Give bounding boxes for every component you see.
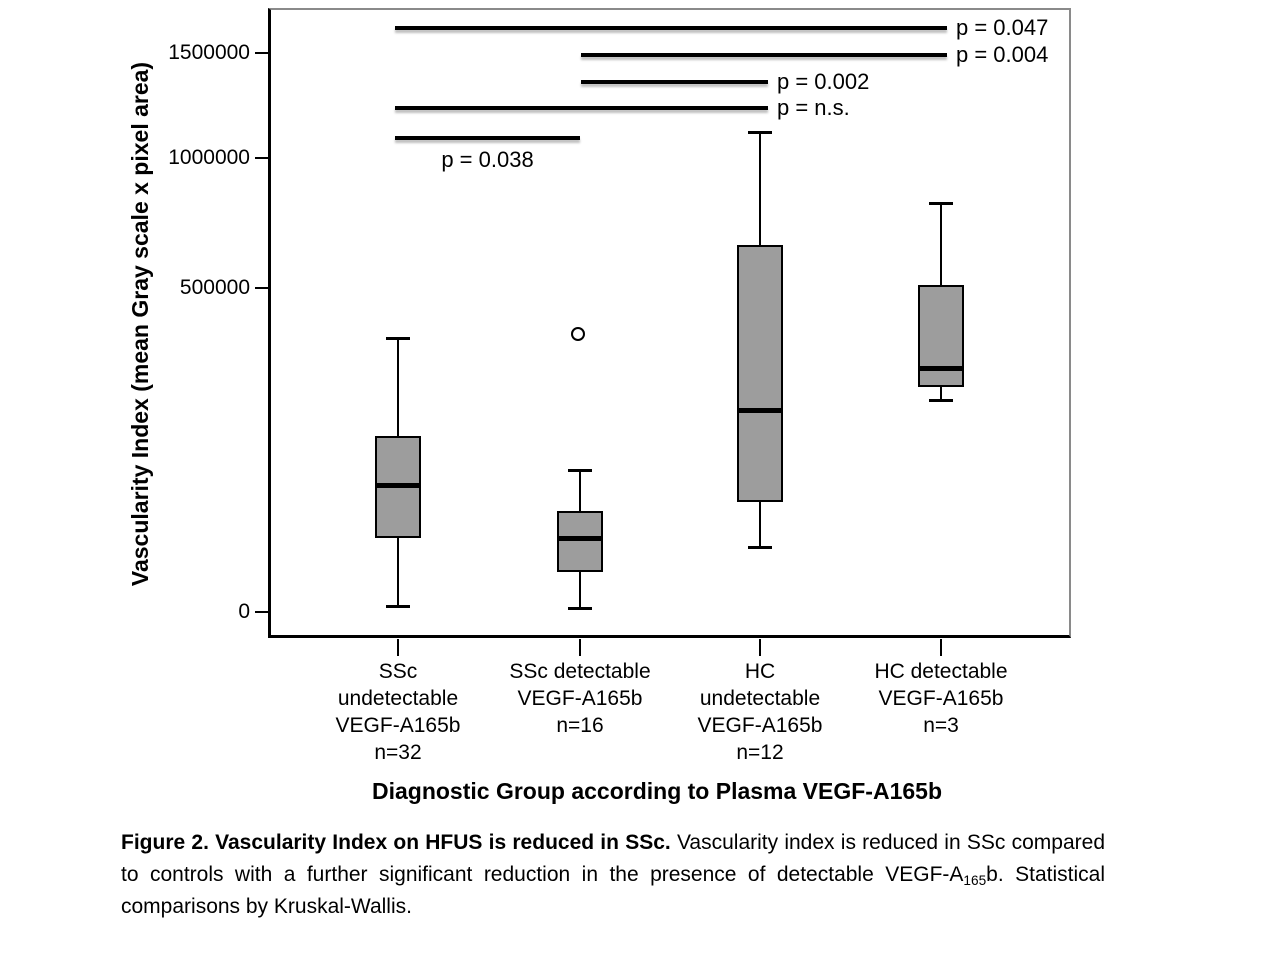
vegf-subscript: 165 [963, 873, 987, 889]
significance-label: p = 0.038 [441, 147, 534, 172]
caption-tail: b. Statistical comparisons by Kruskal-Wa… [121, 863, 1105, 918]
whisker-cap-max [386, 336, 410, 340]
median-line [918, 365, 964, 371]
whisker-cap-min [568, 607, 592, 611]
significance-label: p = 0.002 [777, 69, 870, 94]
significance-line [581, 80, 768, 84]
x-category-label-line: HC [744, 660, 776, 683]
whisker-cap-min [929, 399, 953, 403]
whisker-cap-max [568, 469, 592, 473]
x-category-label-line: VEGF-A165b [878, 687, 1004, 710]
x-category-label-line: n=32 [374, 741, 422, 764]
caption-bold-leadin: Figure 2. Vascularity Index on HFUS is r… [121, 831, 671, 854]
outlier-marker [571, 327, 585, 341]
y-axis-tick [255, 52, 268, 54]
y-tick-label: 1500000 [168, 41, 250, 64]
whisker-lower [759, 501, 761, 548]
x-category-label-line: n=12 [736, 741, 784, 764]
whisker-cap-min [386, 605, 410, 609]
whisker-cap-max [929, 201, 953, 205]
figure-caption: Figure 2. Vascularity Index on HFUS is r… [121, 827, 1105, 923]
median-line [375, 482, 421, 488]
x-category-label-line: SSc detectable [509, 660, 651, 683]
y-axis-tick [255, 611, 268, 613]
y-tick-label: 500000 [179, 276, 250, 299]
x-category-label: HC detectable VEGF-A165b n=3 [831, 658, 1051, 739]
caption-body: Vascularity index is reduced in SSc comp… [121, 831, 1105, 886]
x-axis-tick [940, 639, 942, 656]
median-line [557, 536, 603, 542]
x-category-label-line: n=3 [923, 714, 959, 737]
x-category-label-line: HC detectable [874, 660, 1008, 683]
y-axis-tick [255, 287, 268, 289]
whisker-lower [579, 571, 581, 609]
significance-line [395, 136, 580, 140]
x-category-label: HC undetectable VEGF-A165b n=12 [650, 658, 870, 766]
x-category-label-line: undetectable [699, 687, 821, 710]
whisker-lower [397, 538, 399, 607]
median-line [737, 407, 783, 413]
box-iqr [737, 245, 783, 502]
whisker-upper [397, 337, 399, 436]
x-axis-tick [579, 639, 581, 656]
significance-label: p = 0.047 [956, 15, 1049, 40]
box-iqr [557, 510, 603, 572]
x-axis-tick [759, 639, 761, 656]
significance-line [395, 26, 947, 30]
y-axis-title: Vascularity Index (mean Gray scale x pix… [127, 61, 153, 587]
significance-line [395, 106, 768, 110]
whisker-upper [759, 131, 761, 246]
box-iqr [918, 285, 964, 388]
whisker-cap-min [748, 546, 772, 550]
whisker-lower [940, 387, 942, 401]
y-tick-label: 1000000 [168, 146, 250, 169]
significance-label: p = n.s. [777, 95, 850, 120]
x-category-label: SSc detectable VEGF-A165b n=16 [470, 658, 690, 739]
x-axis-tick [397, 639, 399, 656]
x-category-label-line: SSc [378, 660, 418, 683]
x-category-label-line: VEGF-A165b [697, 714, 823, 737]
x-category-label-line: undetectable [337, 687, 459, 710]
x-category-label-line: VEGF-A165b [335, 714, 461, 737]
x-axis-title: Diagnostic Group according to Plasma VEG… [371, 778, 942, 804]
x-category-label: SSc undetectable VEGF-A165b n=32 [288, 658, 508, 766]
x-category-label-line: n=16 [556, 714, 604, 737]
whisker-cap-max [748, 130, 772, 134]
y-tick-label: 0 [238, 600, 250, 623]
significance-line [581, 53, 947, 57]
y-axis-tick [255, 157, 268, 159]
whisker-upper [940, 202, 942, 286]
x-category-label-line: VEGF-A165b [517, 687, 643, 710]
significance-label: p = 0.004 [956, 42, 1049, 67]
whisker-upper [579, 470, 581, 511]
